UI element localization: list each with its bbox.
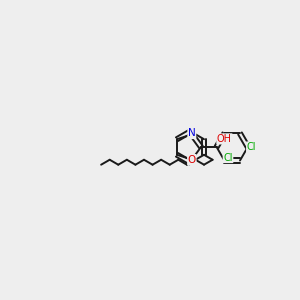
Text: O: O: [188, 154, 196, 165]
Text: Cl: Cl: [223, 152, 233, 163]
Text: Cl: Cl: [247, 142, 256, 152]
Text: N: N: [188, 128, 196, 139]
Text: OH: OH: [217, 134, 232, 144]
